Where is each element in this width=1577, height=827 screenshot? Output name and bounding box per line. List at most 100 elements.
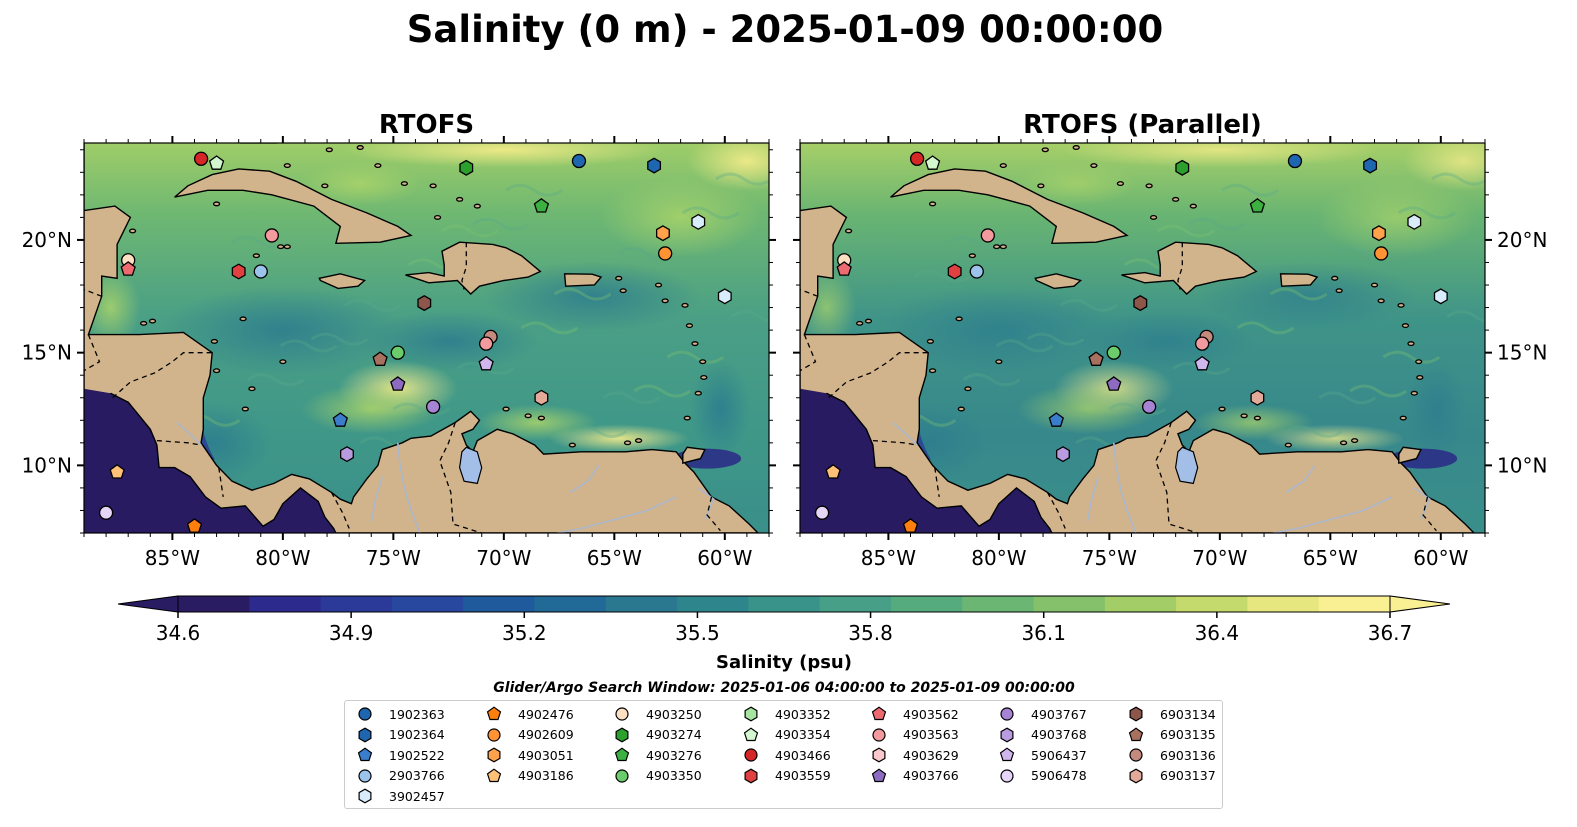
float-marker-6903137 — [534, 389, 549, 406]
lake-maracaibo — [1174, 446, 1199, 485]
salinity-patch — [1402, 143, 1485, 192]
float-marker-6903135 — [372, 351, 388, 366]
float-marker-2903766 — [253, 264, 268, 279]
colorbar-segment — [463, 596, 536, 612]
river — [176, 421, 202, 446]
eddy-filament — [1349, 384, 1408, 398]
float-marker-4903186 — [825, 464, 841, 479]
float-marker-4903559 — [947, 263, 962, 280]
river — [1413, 487, 1431, 520]
x-tick-label: 85°W — [145, 546, 200, 570]
country-border — [800, 334, 817, 372]
circle-marker-icon — [358, 707, 372, 721]
eddy-filament — [343, 298, 402, 312]
small-island — [128, 228, 137, 234]
legend-label: 4902609 — [518, 727, 574, 742]
circle-marker-icon — [872, 727, 886, 742]
float-marker-4903766 — [390, 376, 406, 391]
search-window-text: Glider/Argo Search Window: 2025-01-06 04… — [493, 680, 1075, 696]
map-field — [800, 143, 1485, 533]
salinity-patch — [690, 359, 751, 460]
small-island — [473, 203, 481, 209]
land-puertorico — [563, 273, 603, 287]
small-island — [691, 341, 699, 347]
float-marker-1902522 — [1048, 412, 1065, 427]
float-marker-4903466 — [909, 151, 925, 166]
pentagon-marker-icon — [743, 726, 759, 741]
colorbar-segment — [1104, 596, 1177, 612]
pentagon-marker-icon — [999, 747, 1015, 762]
float-marker-4903768 — [340, 446, 354, 463]
eddy-filament — [1221, 183, 1279, 197]
pacific-ocean — [800, 388, 1052, 533]
country-border — [934, 467, 940, 497]
x-tick-label: 70°W — [1192, 546, 1247, 570]
colorbar-segment — [748, 596, 821, 612]
small-island — [400, 181, 409, 187]
colorbar-segment — [605, 596, 678, 612]
colorbar-segment — [962, 596, 1035, 612]
small-island — [999, 244, 1007, 250]
eddy-filament — [602, 391, 661, 405]
small-island — [993, 244, 1001, 250]
eddy-filament — [279, 339, 338, 353]
float-marker-4903766 — [1106, 376, 1122, 391]
country-border — [872, 439, 918, 446]
small-island — [1189, 203, 1197, 209]
small-island — [1037, 183, 1045, 189]
hexagon-marker-icon — [358, 788, 372, 804]
colorbar-tick-label: 35.8 — [848, 621, 893, 645]
x-tick-label: 60°W — [1413, 546, 1468, 570]
small-island — [928, 368, 937, 374]
eddy-filament — [553, 287, 612, 301]
land-cuba — [890, 168, 1129, 245]
river — [892, 421, 918, 446]
float-marker-4903562 — [120, 261, 136, 276]
float-marker-4902609 — [657, 246, 673, 261]
country-border — [706, 496, 721, 532]
float-marker-4903350 — [1106, 345, 1121, 360]
colorbar-segment — [320, 596, 393, 612]
eddy-filament — [666, 350, 725, 364]
float-marker-3902457 — [1407, 213, 1422, 230]
legend-label: 4903352 — [775, 706, 831, 722]
x-tick-label: 65°W — [587, 546, 642, 570]
legend-item: 1902364 — [357, 725, 445, 745]
pentagon-marker-icon — [486, 706, 502, 721]
legend-item: 4903766 — [871, 766, 959, 786]
legend-item: 4903563 — [871, 725, 959, 745]
small-island — [1041, 147, 1049, 153]
legend-label: 1902363 — [389, 706, 445, 722]
hexagon-marker-icon — [1129, 706, 1143, 722]
eddy-filament — [441, 224, 499, 238]
land-jamaica — [1034, 273, 1083, 290]
hexagon-marker-icon — [1000, 727, 1014, 742]
country-border — [1177, 242, 1183, 290]
circle-marker-icon — [1000, 768, 1014, 783]
colorbar-segment — [890, 596, 963, 612]
eddy-filament — [569, 425, 628, 439]
legend-label: 6903134 — [1160, 706, 1216, 722]
x-tick-label: 85°W — [861, 546, 916, 570]
float-marker-6903137 — [1250, 389, 1265, 406]
legend-label: 4903766 — [903, 768, 959, 783]
circle-marker-icon — [1129, 748, 1143, 762]
float-marker-4903767 — [1141, 399, 1157, 414]
small-island — [700, 375, 708, 380]
small-island — [524, 413, 532, 419]
legend-label: 4903250 — [646, 706, 702, 722]
pacific-ocean — [84, 388, 336, 533]
small-island — [1410, 390, 1418, 396]
small-island — [1399, 415, 1407, 421]
colorbar-tick-label: 35.2 — [502, 621, 547, 645]
legend-item: 6903136 — [1128, 745, 1216, 765]
x-tick-label: 75°W — [1082, 546, 1137, 570]
country-border — [84, 288, 102, 297]
legend-item: 4903629 — [871, 745, 959, 765]
legend-item: 1902522 — [357, 745, 445, 765]
salinity-patch — [300, 161, 421, 206]
country-border — [112, 352, 213, 399]
eddy-filament — [1108, 402, 1167, 416]
small-island — [210, 338, 219, 344]
legend-item: 4903354 — [743, 725, 831, 745]
